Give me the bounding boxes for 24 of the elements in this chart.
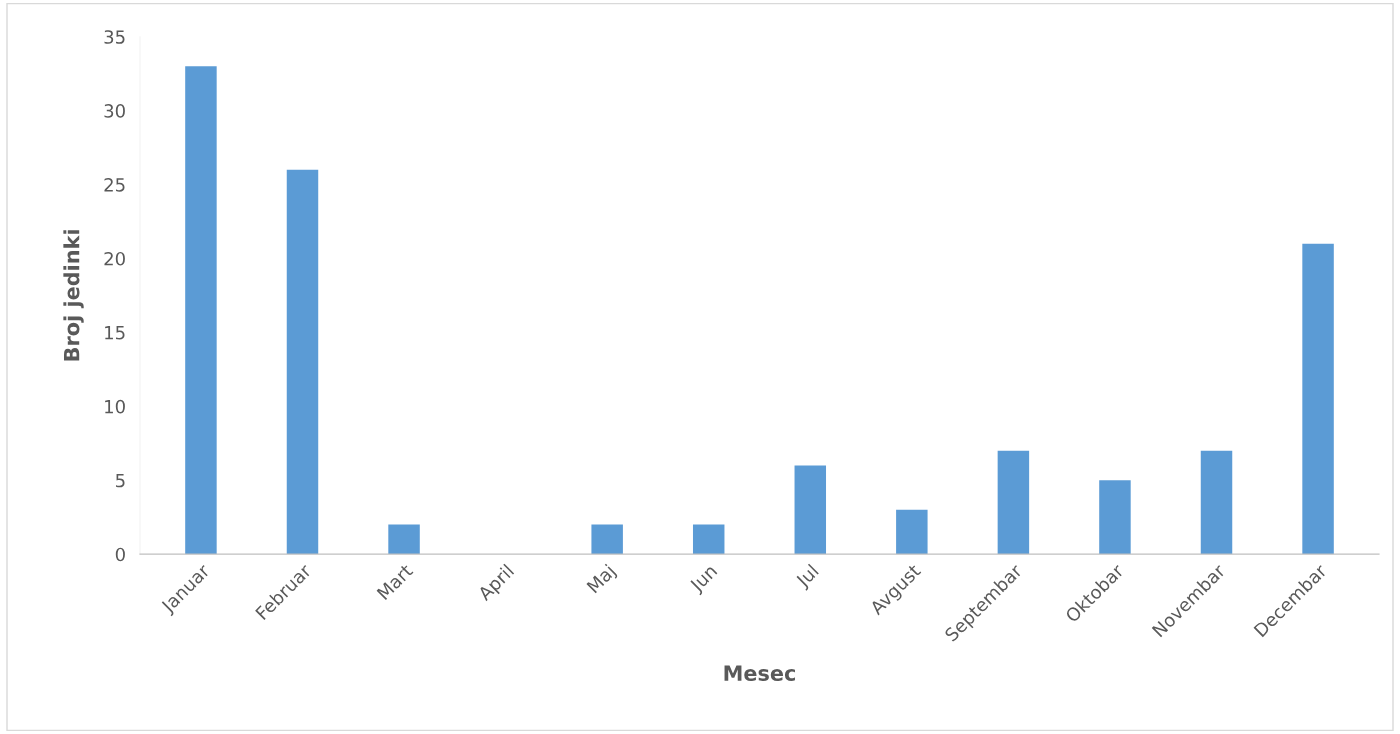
x-tick-label: Maj [586, 563, 619, 596]
y-tick-label: 5 [116, 473, 125, 488]
y-tick-label: 35 [104, 30, 125, 44]
bar [286, 169, 319, 555]
y-tick-label: 0 [115, 547, 125, 562]
x-tick-label: Jul [794, 563, 822, 591]
y-axis-title: Broj jedinki [63, 230, 84, 361]
y-tick-label: 20 [104, 251, 125, 266]
bar [1302, 243, 1334, 555]
y-tick-label: 10 [105, 399, 125, 414]
bar [591, 524, 623, 555]
bar [1200, 450, 1233, 555]
bar [896, 509, 928, 555]
bar [997, 450, 1030, 555]
y-tick-label: 15 [105, 326, 125, 340]
x-tick-label: Jun [688, 563, 720, 596]
bar [794, 465, 827, 555]
bar [1099, 480, 1131, 555]
bar [388, 524, 420, 555]
bar [692, 524, 725, 555]
bar [185, 66, 217, 555]
y-tick-label: 25 [104, 178, 125, 192]
x-axis-title: Mesec [724, 665, 795, 681]
y-tick-label: 30 [104, 104, 125, 118]
